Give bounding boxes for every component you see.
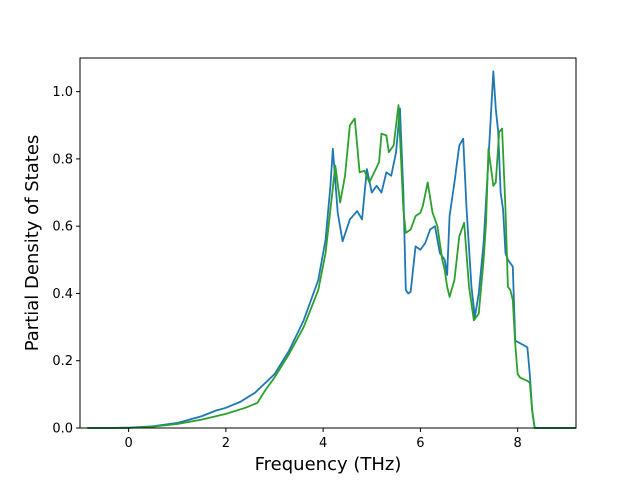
x-tick-label: 4 (319, 436, 327, 451)
x-tick-label: 0 (124, 436, 132, 451)
x-axis-ticks: 0 2 4 6 8 (124, 428, 522, 451)
y-tick-label: 1.0 (52, 85, 73, 100)
series-line-1 (87, 70, 576, 429)
y-tick-label: 0.8 (52, 152, 73, 167)
x-tick-label: 6 (416, 436, 424, 451)
y-axis-title: Partial Density of States (22, 135, 43, 352)
y-axis-ticks: 0.0 0.2 0.4 0.6 0.8 1.0 (52, 85, 80, 437)
series-line-2 (87, 104, 576, 429)
plot-frame (79, 57, 577, 429)
y-tick-label: 0.2 (52, 354, 73, 369)
x-tick-label: 8 (514, 436, 522, 451)
y-tick-label: 0.0 (52, 422, 73, 437)
x-tick-label: 2 (222, 436, 230, 451)
y-tick-label: 0.6 (52, 220, 73, 235)
y-tick-label: 0.4 (52, 287, 73, 302)
series-layer (87, 70, 576, 429)
x-axis-title: Frequency (THz) (255, 454, 402, 475)
